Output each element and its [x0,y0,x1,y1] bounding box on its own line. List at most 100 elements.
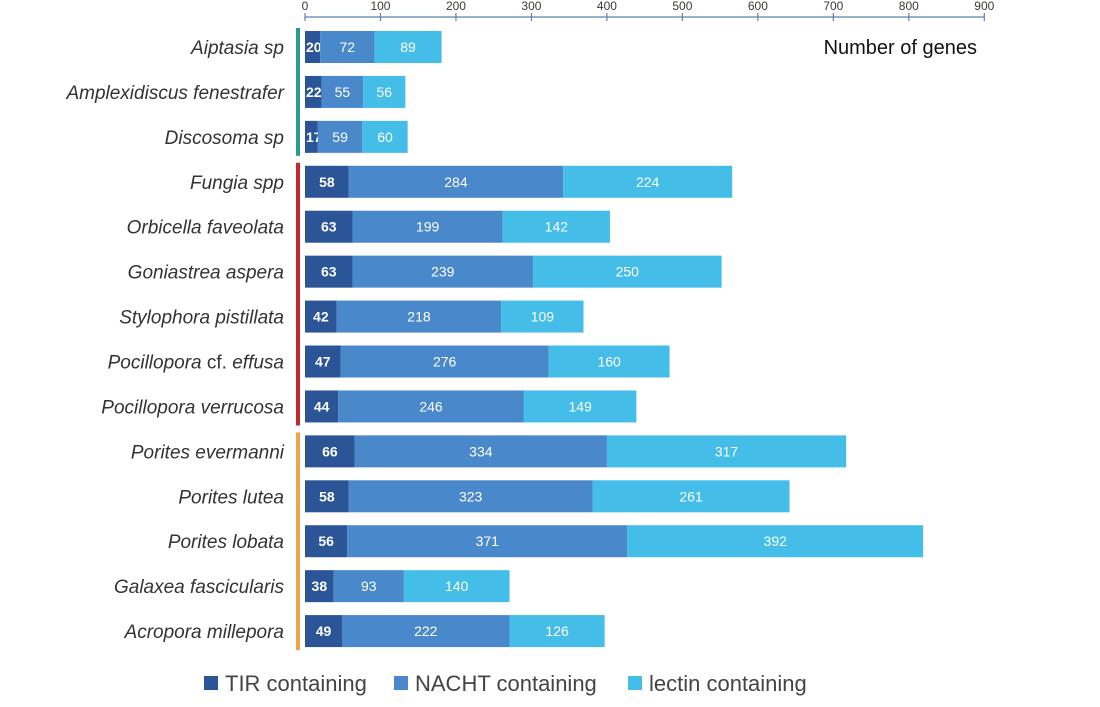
bar-row: 42 218 109 [305,300,584,333]
data-label: 56 [376,84,392,100]
data-label: 58 [319,174,335,190]
x-tick-label: 700 [823,0,843,13]
category-label: Porites evermanni [131,442,285,463]
category-label: Fungia spp [190,173,284,194]
bar-row: 58 323 261 [305,480,790,513]
x-tick-label: 500 [672,0,692,13]
x-tick-label: 100 [370,0,390,13]
bar-segment-lectin [627,525,924,558]
bar-segment-lectin [374,31,442,63]
data-label: 239 [431,264,455,280]
data-label: 224 [636,174,660,190]
bar-row: 44 246 149 [305,390,637,423]
data-label: 42 [313,309,329,325]
bar-segment-nacht [317,120,363,153]
bar-segment-tir [305,435,355,468]
data-label: 72 [339,39,355,55]
data-label: 49 [316,623,332,639]
bar-segment-tir [305,165,349,198]
bar-segment-tir [305,255,353,288]
bar-segment-nacht [347,525,628,558]
x-tick-label: 400 [597,0,617,13]
legend-swatch [394,676,408,690]
category-label: Porites lobata [168,532,284,553]
bar-row: 58 284 224 [305,165,733,198]
data-label: 199 [416,219,440,235]
legend: TIR containing NACHT containing lectin con… [204,671,807,696]
bar-row: 20 72 89 [305,31,442,63]
bar-segment-tir [305,300,337,333]
bar-row: 17 59 60 [305,120,408,153]
bar-segment-lectin [532,255,722,288]
bar-segment-lectin [501,300,584,333]
data-label: 371 [476,533,500,549]
data-label: 334 [469,443,493,459]
bar-segment-tir [305,75,322,108]
category-label: Discosoma sp [165,128,284,149]
bar-segment-lectin [362,120,408,153]
data-label: 60 [377,129,393,145]
data-label: 22 [306,84,322,100]
x-tick-label: 600 [748,0,768,13]
bar-segment-lectin [563,165,733,198]
data-label: 323 [459,488,483,504]
bar-segment-tir [305,480,349,513]
bar-segment-tir [305,120,318,153]
data-label: 58 [319,488,335,504]
bar-segment-lectin [548,345,670,378]
data-label: 63 [321,219,337,235]
data-label: 44 [314,398,330,414]
bar-row: 63 199 142 [305,210,610,243]
data-label: 222 [414,623,438,639]
category-labels: Aiptasia sp Amplexidiscus fenestrafer Disc… [65,38,284,643]
bar-segment-tir [305,570,334,603]
bar-row: 63 239 250 [305,255,722,288]
data-label: 160 [597,354,621,370]
category-label: Aiptasia sp [190,38,284,59]
bar-segment-lectin [502,210,610,243]
data-label: 55 [335,84,351,100]
category-label: Acropora millepora [124,622,284,643]
legend-swatch [204,676,218,690]
bar-segment-tir [305,615,342,648]
bar-segment-nacht [333,570,404,603]
data-label: 89 [400,39,416,55]
data-label: 140 [445,578,469,594]
data-label: 66 [322,443,338,459]
x-axis: 0 100 200 300 400 500 600 700 800 900 [302,0,995,21]
category-label: Stylophora pistillata [119,308,284,329]
bar-segment-lectin [509,615,605,648]
data-label: 392 [764,533,788,549]
bar-segment-nacht [338,390,524,423]
category-label: Pocillopora verrucosa [101,397,284,418]
data-label: 284 [444,174,468,190]
bar-segment-nacht [348,165,564,198]
category-label: Amplexidiscus fenestrafer [65,83,284,104]
data-label: 109 [531,309,555,325]
bar-row: 22 55 56 [305,75,406,108]
bar-segment-nacht [321,75,364,108]
data-label: 276 [433,354,457,370]
data-label: 126 [545,623,569,639]
legend-swatch [628,676,642,690]
legend-label: TIR containing [225,671,367,696]
legend-label: lectin containing [649,671,807,696]
category-label: Pocillopora cf. effusa [108,353,284,374]
bar-segment-nacht [348,480,593,513]
x-tick-label: 300 [521,0,541,13]
data-label: 59 [332,129,348,145]
bar-segment-lectin [592,480,790,513]
bar-segment-lectin [523,390,637,423]
data-label: 149 [568,398,592,414]
bar-row: 49 222 126 [305,615,605,648]
bar-segment-nacht [352,255,533,288]
x-axis-title: Number of genes [824,37,977,59]
data-label: 56 [318,533,334,549]
data-label: 47 [315,354,331,370]
data-label: 20 [306,39,322,55]
bar-segment-nacht [320,31,375,63]
bar-segment-tir [305,345,341,378]
data-label: 261 [679,488,703,504]
